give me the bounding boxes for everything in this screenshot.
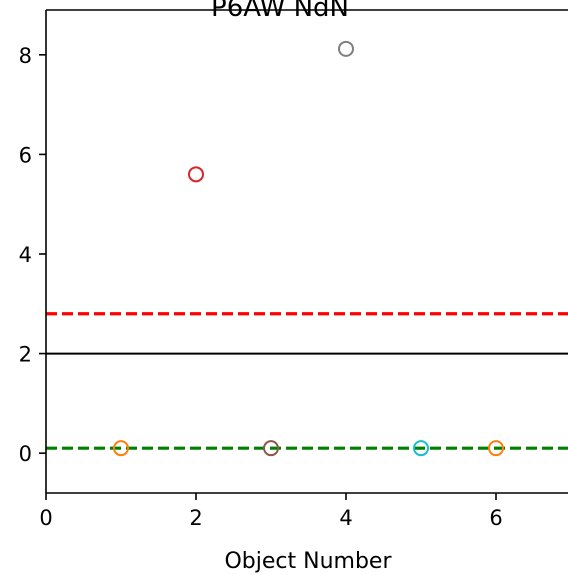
x-tick-label: 2	[189, 506, 202, 530]
data-point-1	[113, 440, 129, 457]
y-tick-label: 8	[19, 44, 32, 68]
x-tick-label: 4	[339, 506, 352, 530]
x-tick-label: 0	[39, 506, 52, 530]
data-point-5	[413, 440, 429, 457]
y-tick-label: 0	[19, 442, 32, 466]
axes	[45, 9, 568, 494]
x-tick-label: 6	[489, 506, 502, 530]
x-axis-title: Object Number	[224, 549, 392, 574]
data-points	[113, 40, 504, 457]
data-point-3	[263, 440, 279, 457]
data-point-2	[188, 166, 204, 183]
y-tick-label: 4	[19, 243, 32, 267]
y-tick-label: 6	[19, 143, 32, 167]
tick-labels: 0 2 4 6 0 2 4 6 8	[19, 44, 503, 530]
y-tick-label: 2	[19, 343, 32, 367]
data-point-4	[338, 40, 354, 57]
tick-marks	[39, 54, 497, 500]
reference-lines	[46, 312, 568, 450]
chart-title: P6AW NdN	[211, 0, 349, 23]
data-point-6	[488, 440, 504, 457]
